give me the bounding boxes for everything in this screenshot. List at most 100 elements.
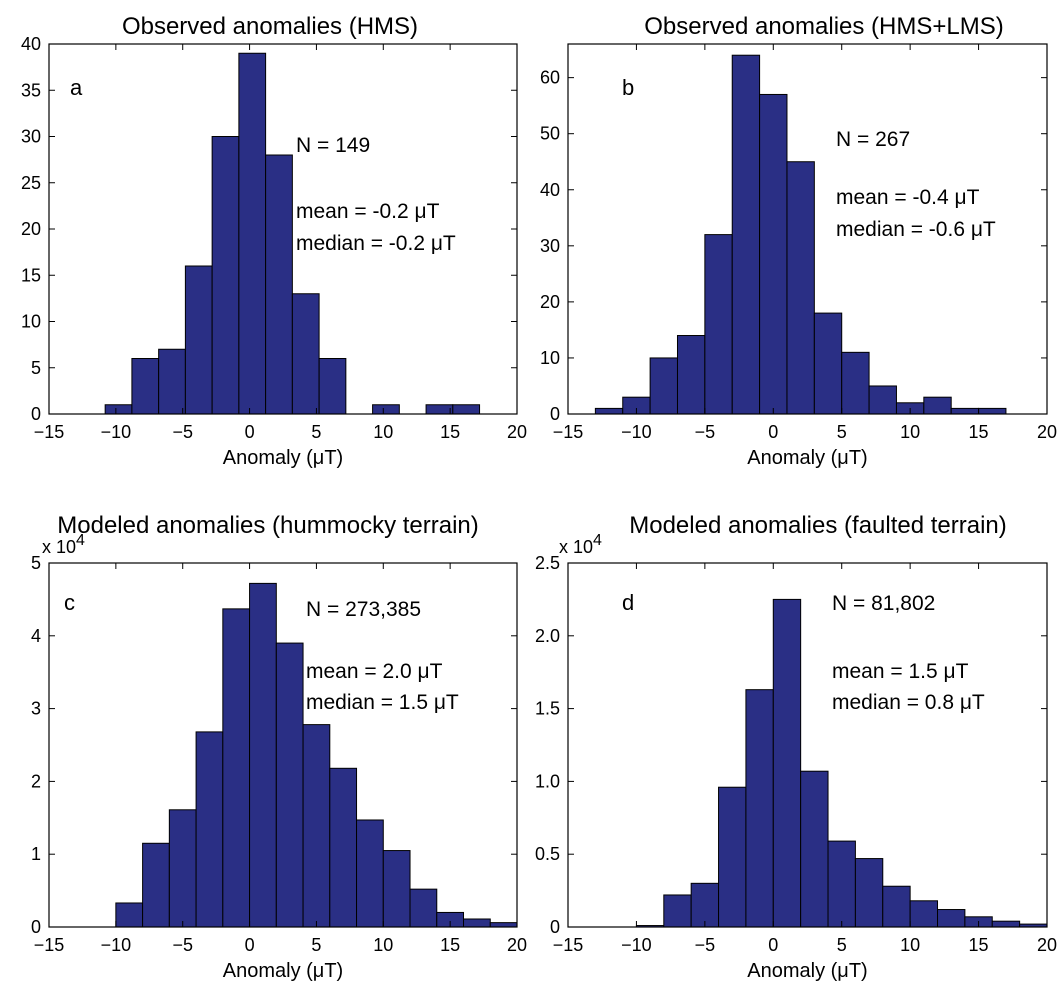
panel-label: c [64,590,75,615]
y-tick-label: 10 [540,348,560,368]
histogram-bar [786,161,815,415]
histogram-bar [978,407,1007,415]
histogram-bar [158,348,186,415]
x-tick-label: −10 [621,422,652,442]
x-tick-label: 10 [900,422,920,442]
histogram-bar [718,786,747,928]
annotation-text: N = 149 [296,134,370,157]
histogram-bar [131,358,160,415]
y-tick-label: 10 [21,312,41,332]
histogram-bar [195,731,224,928]
histogram-bar [211,136,240,415]
y-tick-label: 1.0 [535,771,560,791]
chart-panel-c: Modeled anomalies (hummocky terrain) −15 −… [31,512,527,982]
histogram-bar [676,335,706,415]
histogram-bar [184,265,213,415]
histogram-bar [991,920,1021,928]
x-tick-label: −15 [34,935,65,955]
histogram-bar [649,357,678,415]
histogram-bar [142,842,170,928]
histogram-bar [382,850,411,928]
x-tick-label: 0 [245,935,255,955]
chart-panel-a: Observed anomalies (HMS) −15 −10 −5 0 5 10 15 20… [21,13,527,469]
annotation-text: median = -0.6 μT [836,218,996,241]
x-tick-label: 5 [837,422,847,442]
y-tick-label: 2.5 [535,553,560,573]
y-tick-label: 4 [31,626,41,646]
annotation-text: median = 0.8 μT [832,691,985,714]
histogram-bar [868,385,897,415]
y-tick-label: 0.5 [535,844,560,864]
annotation-text: mean = 2.0 μT [306,660,443,683]
y-tick-label: 20 [21,219,41,239]
x-axis-label: Anomaly (μT) [747,447,867,469]
y-tick-label: 20 [540,292,560,312]
y-multiplier-base: x 10 [559,537,593,557]
histogram-bar [594,407,624,415]
axes-frame [567,562,1048,928]
x-tick-label: −10 [621,935,652,955]
annotation-text: median = -0.2 μT [296,232,456,255]
histogram-bar [923,396,952,415]
y-tick-label: 0 [31,404,41,424]
y-tick-label: 5 [31,553,41,573]
histogram-bar [909,900,939,928]
histogram-bar [318,358,347,415]
x-tick-label: 0 [245,422,255,442]
axes-frame [567,43,1048,415]
histogram-bar [425,404,454,415]
histogram-bar [745,689,774,928]
x-tick-label: −10 [101,935,132,955]
x-tick-label: −10 [101,422,132,442]
histogram-bar [329,767,358,928]
histogram-bar [813,312,843,415]
y-tick-label: 0 [550,404,560,424]
x-tick-label: 5 [311,935,321,955]
annotation-text: mean = -0.2 μT [296,200,440,223]
x-tick-label: 10 [900,935,920,955]
y-multiplier-base: x 10 [42,537,76,557]
histogram-bar [291,293,320,415]
y-tick-label: 25 [21,173,41,193]
panel-label: a [70,75,83,100]
histogram-bar [663,894,692,928]
x-tick-label: 10 [373,935,393,955]
annotation-text: median = 1.5 μT [306,691,459,714]
histogram-bar [409,888,438,928]
y-multiplier-exponent: 4 [76,532,85,549]
x-tick-label: 0 [768,422,778,442]
annotation-text: N = 267 [836,128,910,151]
y-tick-label: 40 [540,180,560,200]
x-tick-label: 20 [1037,935,1057,955]
histogram-bar [854,858,884,928]
y-tick-label: 35 [21,80,41,100]
y-multiplier-exponent: 4 [593,532,602,549]
y-multiplier: x 104 [559,532,602,557]
histogram-bar [238,52,267,415]
histogram-bar [452,404,481,415]
chart-title: Modeled anomalies (hummocky terrain) [57,512,479,539]
histogram-bar [222,608,251,928]
y-tick-label: 0 [550,917,560,937]
y-tick-label: 0 [31,917,41,937]
y-tick-label: 1 [31,844,41,864]
y-tick-label: 60 [540,68,560,88]
histogram-bar [690,882,720,928]
axes-frame [48,562,518,928]
histogram-bar [372,404,400,415]
x-tick-label: −15 [553,935,584,955]
annotation-text: N = 81,802 [832,592,935,615]
chart-title: Observed anomalies (HMS) [122,13,418,40]
x-tick-label: 20 [1037,422,1057,442]
histogram-bar [772,598,802,928]
x-tick-label: 5 [837,935,847,955]
histogram-bar [882,885,911,928]
x-tick-label: −5 [172,422,193,442]
histogram-bar [265,154,293,415]
histogram-bar [115,902,144,928]
x-tick-label: 15 [969,935,989,955]
x-tick-label: −15 [553,422,584,442]
histogram-bar [249,582,277,928]
histogram-bar [759,93,788,415]
